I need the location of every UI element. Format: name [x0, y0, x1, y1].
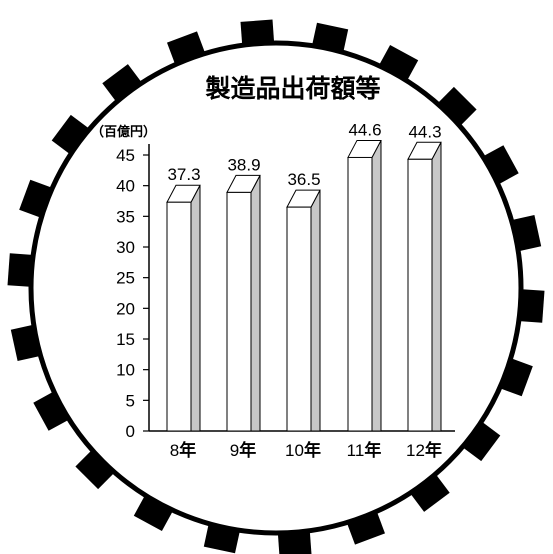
y-tick-label: 45: [116, 146, 135, 165]
y-tick-label: 15: [116, 330, 135, 349]
y-tick-label: 35: [116, 207, 135, 226]
data-label: 44.6: [348, 120, 381, 139]
y-tick-label: 20: [116, 299, 135, 318]
data-label: 38.9: [227, 155, 260, 174]
y-tick-label: 10: [116, 361, 135, 380]
data-label: 44.3: [408, 122, 441, 141]
gear-tooth: [432, 86, 477, 131]
data-label: 36.5: [287, 170, 320, 189]
y-tick-label: 25: [116, 269, 135, 288]
x-category-suffix: 年: [239, 440, 256, 461]
x-category-suffix: 年: [364, 440, 381, 461]
y-axis-ticks: 0 5 10 15 20 25 30 35 40 45: [116, 146, 149, 441]
gear-tooth: [457, 417, 501, 462]
x-category-label: 8年: [170, 440, 196, 461]
bar-side: [431, 142, 442, 432]
x-category-label: 9年: [230, 440, 256, 461]
x-category-number: 10: [285, 441, 304, 460]
bar-series: 37.3 38.9 36.5 44.6 44.3: [166, 120, 442, 432]
chart-circle-border: [28, 40, 524, 536]
x-category-suffix: 年: [304, 440, 321, 461]
x-category-number: 12: [406, 441, 425, 460]
y-axis-unit-label: （百億円）: [91, 124, 156, 140]
x-category-number: 8: [170, 441, 179, 460]
x-category-suffix: 年: [179, 440, 196, 461]
x-category-number: 11: [347, 441, 365, 460]
bar-side: [190, 184, 201, 432]
gear-tooth: [51, 114, 95, 159]
y-tick-label: 0: [126, 422, 135, 441]
bar: [166, 201, 192, 432]
bar-side: [250, 175, 261, 432]
bar-side: [310, 189, 321, 432]
gear-tooth: [406, 468, 450, 512]
bar-side: [371, 140, 382, 432]
data-label: 37.3: [167, 165, 200, 184]
x-category-suffix: 年: [425, 440, 442, 461]
y-tick-label: 40: [116, 177, 135, 196]
bar: [407, 158, 433, 432]
x-category-label: 11年: [347, 440, 382, 461]
x-axis-categories: 8年 9年 10年 11年 12年: [170, 440, 442, 461]
x-category-label: 10年: [285, 440, 321, 461]
bar: [286, 206, 312, 432]
gear-tooth: [75, 445, 120, 490]
gear-tooth: [102, 64, 146, 108]
y-tick-label: 5: [126, 391, 135, 410]
x-category-number: 9: [230, 441, 239, 460]
x-category-label: 12年: [406, 440, 442, 461]
bar: [347, 156, 373, 432]
bar: [226, 191, 252, 432]
chart-title: 製造品出荷額等: [204, 74, 380, 103]
y-tick-label: 30: [116, 238, 135, 257]
